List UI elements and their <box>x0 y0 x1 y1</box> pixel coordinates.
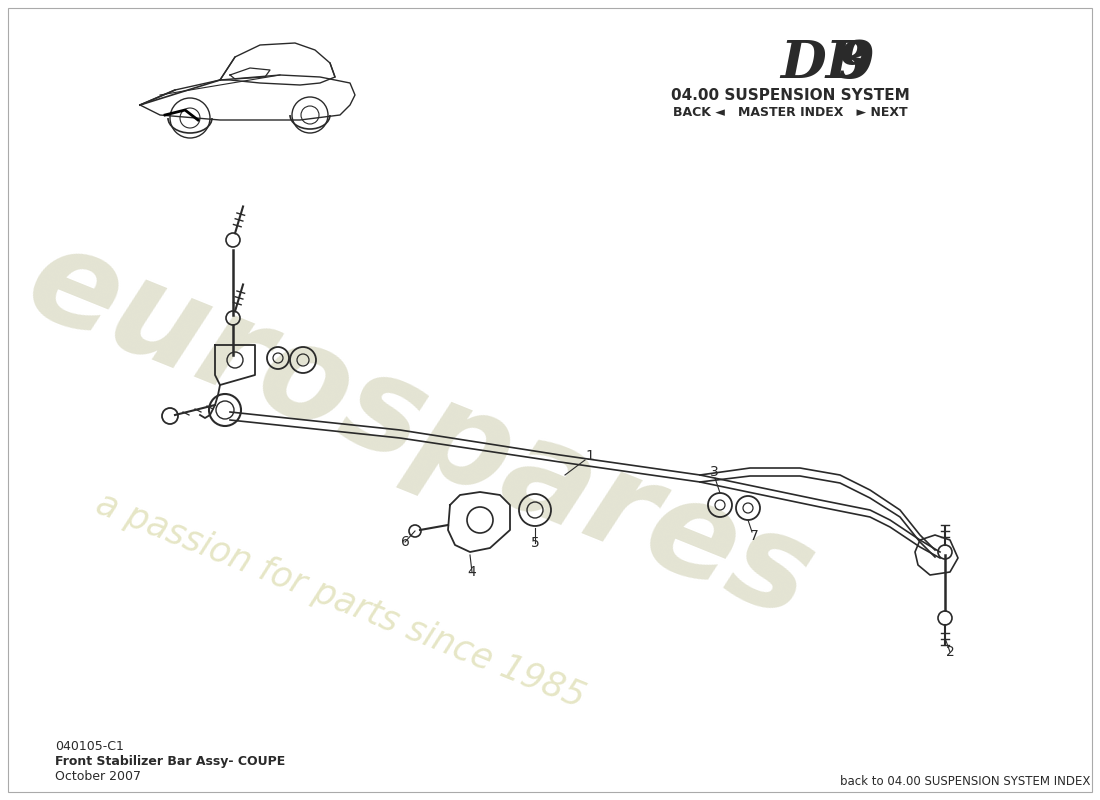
Text: eurospares: eurospares <box>9 214 830 646</box>
Text: 1: 1 <box>585 449 594 463</box>
Text: Front Stabilizer Bar Assy- COUPE: Front Stabilizer Bar Assy- COUPE <box>55 755 285 768</box>
Text: 4: 4 <box>468 565 476 579</box>
Text: 2: 2 <box>946 645 955 659</box>
Text: DB: DB <box>780 38 870 89</box>
Text: 04.00 SUSPENSION SYSTEM: 04.00 SUSPENSION SYSTEM <box>671 88 910 103</box>
Text: 6: 6 <box>400 535 409 549</box>
Text: BACK ◄   MASTER INDEX   ► NEXT: BACK ◄ MASTER INDEX ► NEXT <box>673 106 907 119</box>
Text: back to 04.00 SUSPENSION SYSTEM INDEX: back to 04.00 SUSPENSION SYSTEM INDEX <box>839 775 1090 788</box>
Text: October 2007: October 2007 <box>55 770 141 783</box>
Text: 9: 9 <box>838 38 875 89</box>
Text: 3: 3 <box>710 465 718 479</box>
Text: 5: 5 <box>530 536 539 550</box>
Text: 7: 7 <box>749 529 758 543</box>
Text: 040105-C1: 040105-C1 <box>55 740 124 753</box>
Text: a passion for parts since 1985: a passion for parts since 1985 <box>90 486 590 714</box>
